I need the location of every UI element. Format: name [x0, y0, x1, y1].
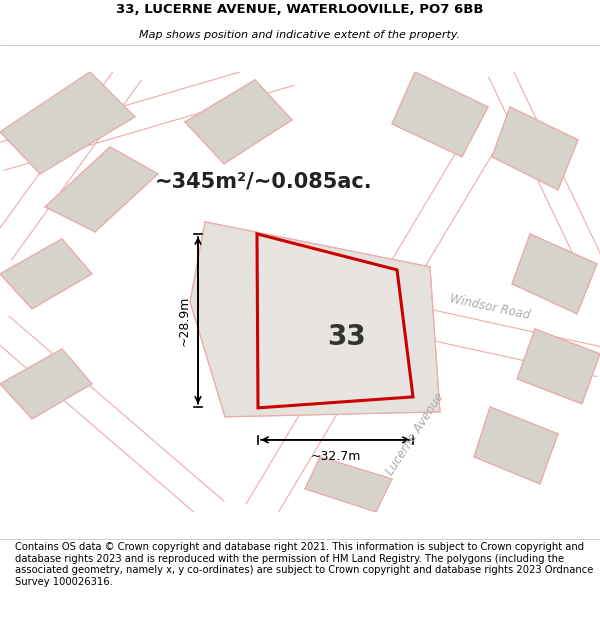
Polygon shape [45, 147, 158, 232]
Text: ~345m²/~0.085ac.: ~345m²/~0.085ac. [155, 172, 373, 192]
Text: Windsor Road: Windsor Road [449, 292, 532, 322]
Polygon shape [489, 66, 600, 288]
Polygon shape [517, 329, 600, 404]
Polygon shape [0, 316, 224, 522]
Text: Contains OS data © Crown copyright and database right 2021. This information is : Contains OS data © Crown copyright and d… [15, 542, 593, 587]
Polygon shape [0, 349, 92, 419]
Polygon shape [190, 222, 440, 417]
Polygon shape [492, 107, 578, 190]
Text: Lucerne Avenue: Lucerne Avenue [383, 390, 446, 478]
Polygon shape [257, 234, 413, 408]
Polygon shape [474, 407, 558, 484]
Polygon shape [305, 457, 392, 512]
Polygon shape [185, 80, 292, 164]
Polygon shape [0, 59, 294, 170]
Text: ~32.7m: ~32.7m [310, 450, 361, 463]
Text: Map shows position and indicative extent of the property.: Map shows position and indicative extent… [139, 30, 461, 40]
Polygon shape [0, 239, 92, 309]
Polygon shape [0, 72, 135, 174]
Text: 33: 33 [327, 323, 365, 351]
Polygon shape [512, 234, 597, 314]
Text: 33, LUCERNE AVENUE, WATERLOOVILLE, PO7 6BB: 33, LUCERNE AVENUE, WATERLOOVILLE, PO7 6… [116, 3, 484, 16]
Polygon shape [0, 64, 142, 260]
Polygon shape [392, 72, 488, 157]
Polygon shape [277, 278, 600, 376]
Text: ~28.9m: ~28.9m [178, 295, 191, 346]
Polygon shape [246, 119, 504, 520]
